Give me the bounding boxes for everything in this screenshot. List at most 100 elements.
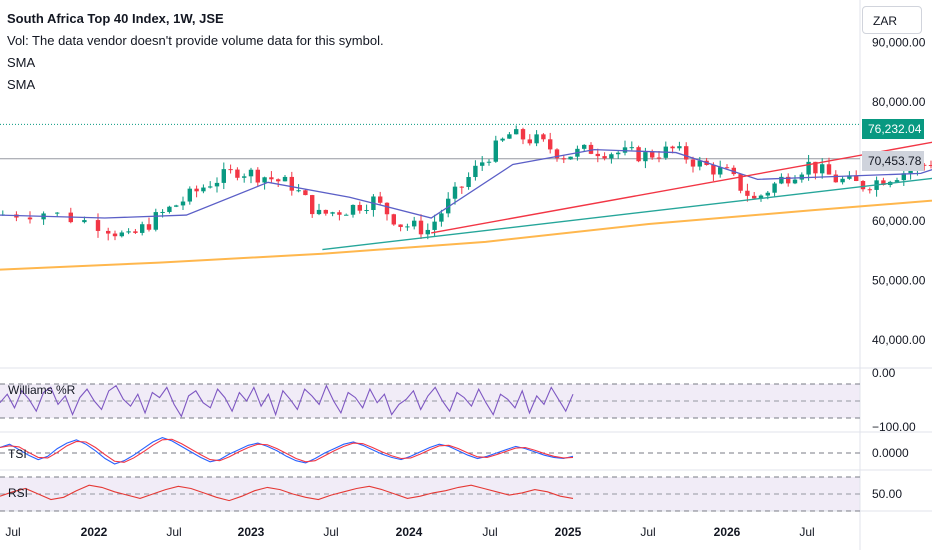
candle-body (779, 176, 784, 184)
candle-body (541, 134, 546, 140)
candle-body (833, 174, 838, 183)
candle-body (418, 220, 424, 235)
candle-body (432, 221, 437, 230)
rsi-line (0, 484, 574, 502)
candle-body (718, 167, 723, 175)
price-tick-label: 40,000.00 (872, 333, 926, 347)
williams-line (0, 384, 574, 418)
price-tick-label: 80,000.00 (872, 95, 926, 109)
candle-body (282, 176, 288, 182)
time-tick-label: Jul (166, 525, 181, 539)
candle-body (527, 139, 532, 144)
candle-body (670, 146, 675, 149)
oscillator-tick-label: −100.00 (872, 420, 916, 434)
candle-body (629, 147, 634, 149)
candle-body (214, 182, 220, 187)
candle-body (500, 138, 505, 141)
candle-body (650, 152, 655, 158)
candle-body (609, 154, 614, 159)
candle-body (201, 187, 206, 192)
candle-body (248, 169, 254, 177)
candle-body (194, 188, 199, 192)
candle-body (160, 211, 165, 213)
williams-band (0, 384, 860, 418)
candle-body (364, 210, 369, 212)
candle-body (554, 149, 560, 159)
candle-body (745, 190, 750, 196)
candle-body (323, 209, 328, 214)
candle-body (405, 226, 410, 228)
candle-body (928, 165, 932, 167)
candle-body (126, 231, 131, 233)
time-tick-label: 2024 (396, 525, 423, 539)
candle-body (439, 213, 444, 222)
candle-body (106, 230, 111, 234)
time-tick-label: Jul (5, 525, 20, 539)
candle-body (269, 177, 274, 180)
candle-body (350, 204, 356, 215)
sma-slow-label[interactable]: SMA (7, 77, 36, 92)
time-tick-label: 2022 (81, 525, 108, 539)
candle-body (507, 134, 512, 139)
candle-body (792, 179, 798, 184)
oscillator-tick-label: 50.00 (872, 487, 902, 501)
candle-body (772, 183, 777, 193)
candle-body (826, 164, 832, 175)
candle-body (228, 169, 233, 171)
candle-body (459, 186, 464, 188)
price-tick-label: 90,000.00 (872, 36, 926, 50)
candle-body (758, 195, 764, 199)
williams-pane-label[interactable]: Williams %R (8, 383, 76, 397)
candle-body (697, 160, 702, 167)
price-tick-label: 50,000.00 (872, 274, 926, 288)
candle-body (636, 147, 641, 162)
time-tick-label: Jul (640, 525, 655, 539)
candle-body (922, 164, 927, 166)
currency-button[interactable]: ZAR (862, 6, 922, 34)
candle-body (820, 164, 825, 174)
candle-body (514, 129, 519, 135)
candle-body (153, 212, 158, 230)
candle-body (473, 165, 478, 178)
candle-body (867, 189, 872, 191)
candle-body (765, 192, 770, 196)
candle-body (95, 220, 101, 231)
tsi-pane-label[interactable]: TSI (8, 447, 27, 461)
candle-body (786, 176, 791, 184)
candle-body (187, 188, 192, 202)
candle-body (452, 186, 458, 199)
chart-legend: South Africa Top 40 Index, 1W, JSE Vol: … (7, 8, 384, 96)
candle-body (622, 147, 628, 153)
candle-body (133, 231, 138, 233)
candle-body (425, 229, 430, 235)
candle-body (616, 152, 621, 155)
candle-body (82, 220, 87, 223)
candle-body (384, 202, 390, 215)
candle-body (588, 144, 594, 154)
time-tick-label: Jul (323, 525, 338, 539)
candle-body (847, 175, 852, 179)
candle-body (656, 157, 662, 159)
time-tick-label: 2023 (238, 525, 265, 539)
candle-body (602, 156, 607, 159)
candle-body (520, 129, 526, 140)
candle-body (684, 146, 689, 160)
candle-body (398, 224, 403, 228)
candle-body (806, 161, 811, 175)
candle-body (752, 195, 757, 199)
reference-price-tag: 70,453.78 (862, 151, 924, 171)
candle-body (412, 220, 417, 227)
candle-body (446, 198, 451, 214)
candle-body (595, 153, 600, 157)
candle-body (112, 233, 118, 237)
candle-body (140, 224, 145, 233)
candle-body (908, 170, 913, 174)
sma-fast-label[interactable]: SMA (7, 55, 36, 70)
rsi-pane-label[interactable]: RSI (8, 486, 29, 500)
candle-body (378, 196, 383, 203)
trendline-red (431, 141, 932, 234)
trendline-teal (322, 177, 932, 251)
tsi-line (0, 437, 574, 465)
candle-body (486, 161, 492, 163)
